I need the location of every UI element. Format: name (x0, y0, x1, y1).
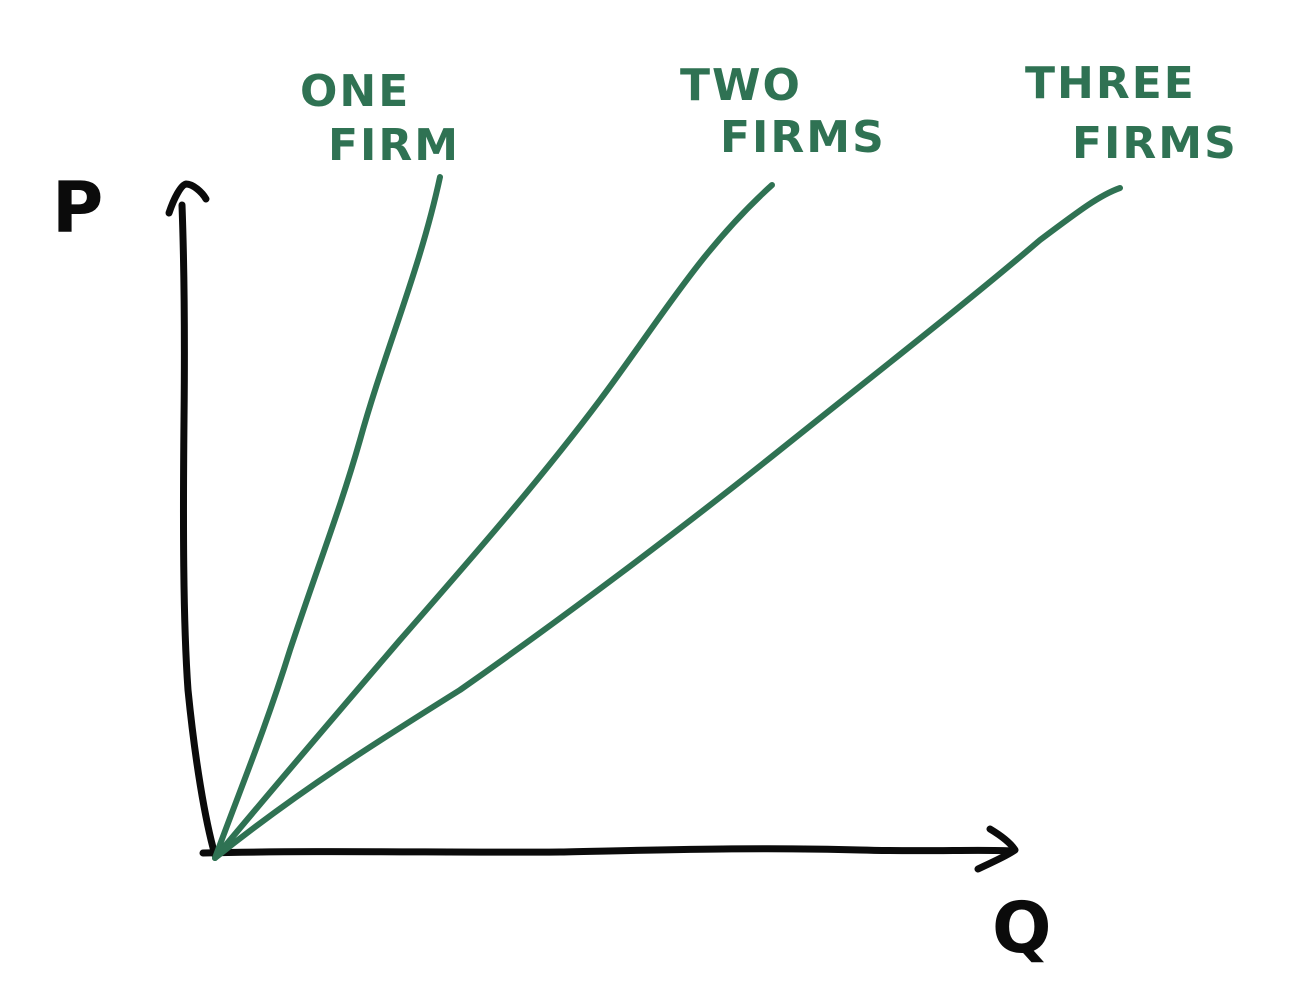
line-one-firm (212, 174, 443, 861)
label-two-firms-line1: TWO (680, 60, 802, 111)
y-axis-arrowhead (165, 180, 210, 217)
x-axis (199, 845, 1017, 857)
x-axis-label: Q (992, 887, 1052, 969)
y-axis-label: P (52, 167, 103, 249)
label-three-firms-line2: FIRMS (1072, 118, 1238, 169)
label-two-firms-line2: FIRMS (720, 112, 886, 163)
line-two-firms (212, 182, 775, 861)
y-axis (178, 201, 219, 859)
label-three-firms-line1: THREE (1025, 58, 1196, 109)
label-one-firm-line1: ONE (300, 66, 410, 117)
line-three-firms (212, 185, 1123, 861)
x-axis-arrowhead (974, 825, 1019, 873)
label-one-firm-line2: FIRM (328, 120, 460, 171)
